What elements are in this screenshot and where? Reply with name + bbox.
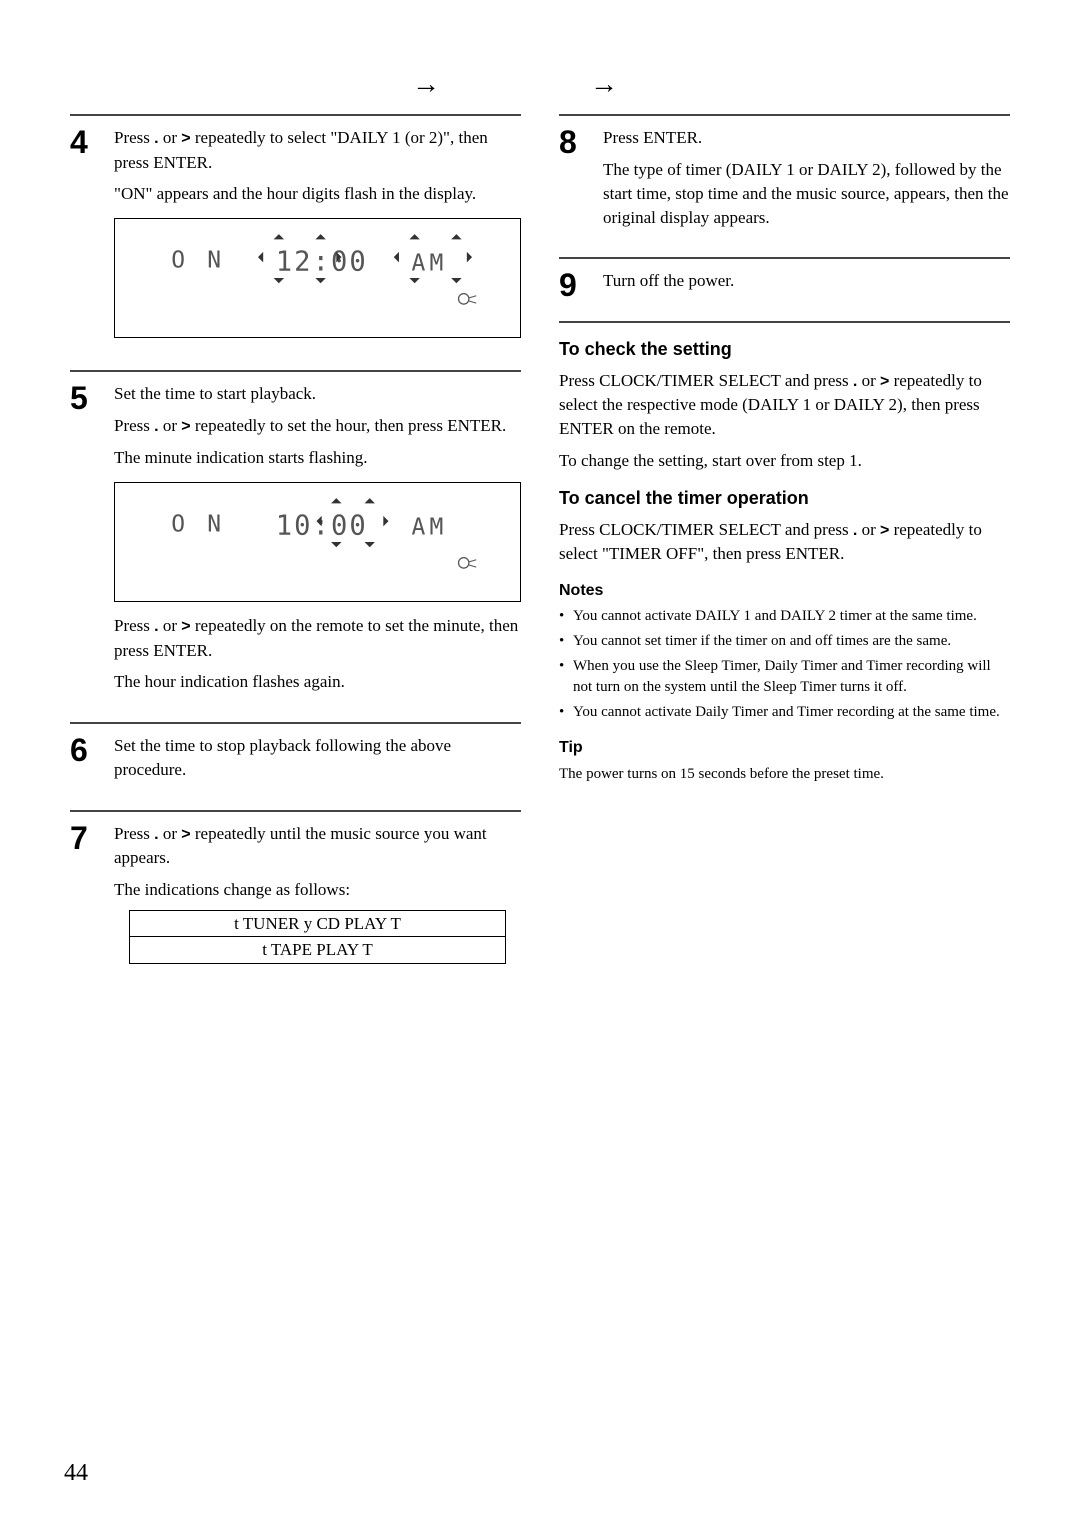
- svg-text:12:00: 12:00: [276, 247, 368, 278]
- svg-text:AM: AM: [412, 515, 448, 541]
- step-number: 9: [559, 269, 585, 301]
- step-text: Turn off the power.: [603, 269, 1010, 293]
- step-text: Set the time to start playback.: [114, 382, 521, 406]
- tip-text: The power turns on 15 seconds before the…: [559, 764, 1010, 785]
- step-6: 6 Set the time to stop playback followin…: [70, 722, 521, 790]
- svg-text:AM: AM: [412, 251, 448, 277]
- step-text: Press . or > repeatedly until the music …: [114, 822, 521, 870]
- step-text: Press . or > repeatedly to set the hour,…: [114, 414, 521, 438]
- lcd-display-illustration: O N 12:00 AM: [114, 218, 521, 338]
- body-text: Press CLOCK/TIMER SELECT and press . or …: [559, 369, 1010, 441]
- section-heading: To check the setting: [559, 337, 1010, 362]
- right-column: 8 Press ENTER. The type of timer (DAILY …: [559, 114, 1010, 984]
- lcd-display-illustration: O N 10:00 AM: [114, 482, 521, 602]
- step-text: The hour indication flashes again.: [114, 670, 521, 694]
- step-8: 8 Press ENTER. The type of timer (DAILY …: [559, 114, 1010, 237]
- list-item: You cannot activate Daily Timer and Time…: [559, 702, 1010, 723]
- step-number: 5: [70, 382, 96, 414]
- list-item: You cannot activate DAILY 1 and DAILY 2 …: [559, 606, 1010, 627]
- step-number: 6: [70, 734, 96, 766]
- step-9: 9 Turn off the power.: [559, 257, 1010, 301]
- two-column-layout: 4 Press . or > repeatedly to select "DAI…: [70, 114, 1010, 984]
- page-number: 44: [64, 1457, 88, 1491]
- source-cycle-diagram: t TUNER y CD PLAY T t TAPE PLAY T: [129, 910, 506, 964]
- step-text: Press ENTER.: [603, 126, 1010, 150]
- body-text: To change the setting, start over from s…: [559, 449, 1010, 473]
- step-7: 7 Press . or > repeatedly until the musi…: [70, 810, 521, 964]
- notes-list: You cannot activate DAILY 1 and DAILY 2 …: [559, 606, 1010, 723]
- step-text: The indications change as follows:: [114, 878, 521, 902]
- step-number: 4: [70, 126, 96, 158]
- step-text: "ON" appears and the hour digits flash i…: [114, 182, 521, 206]
- svg-text:O N: O N: [171, 248, 225, 274]
- step-text: Press . or > repeatedly on the remote to…: [114, 614, 521, 662]
- step-number: 8: [559, 126, 585, 158]
- list-item: When you use the Sleep Timer, Daily Time…: [559, 656, 1010, 698]
- notes-heading: Notes: [559, 580, 1010, 602]
- section-heading: To cancel the timer operation: [559, 486, 1010, 511]
- svg-text:10:00: 10:00: [276, 511, 368, 542]
- list-item: You cannot set timer if the timer on and…: [559, 631, 1010, 652]
- svg-text:O N: O N: [171, 512, 225, 538]
- step-4: 4 Press . or > repeatedly to select "DAI…: [70, 114, 521, 350]
- step-text: Press . or > repeatedly to select "DAILY…: [114, 126, 521, 174]
- step-text: Set the time to stop playback following …: [114, 734, 521, 782]
- body-text: Press CLOCK/TIMER SELECT and press . or …: [559, 518, 1010, 566]
- tip-heading: Tip: [559, 737, 1010, 759]
- step-5: 5 Set the time to start playback. Press …: [70, 370, 521, 702]
- step-number: 7: [70, 822, 96, 854]
- left-column: 4 Press . or > repeatedly to select "DAI…: [70, 114, 521, 984]
- continuation-arrows: →→: [70, 65, 1010, 114]
- step-text: The minute indication starts flashing.: [114, 446, 521, 470]
- step-text: The type of timer (DAILY 1 or DAILY 2), …: [603, 158, 1010, 229]
